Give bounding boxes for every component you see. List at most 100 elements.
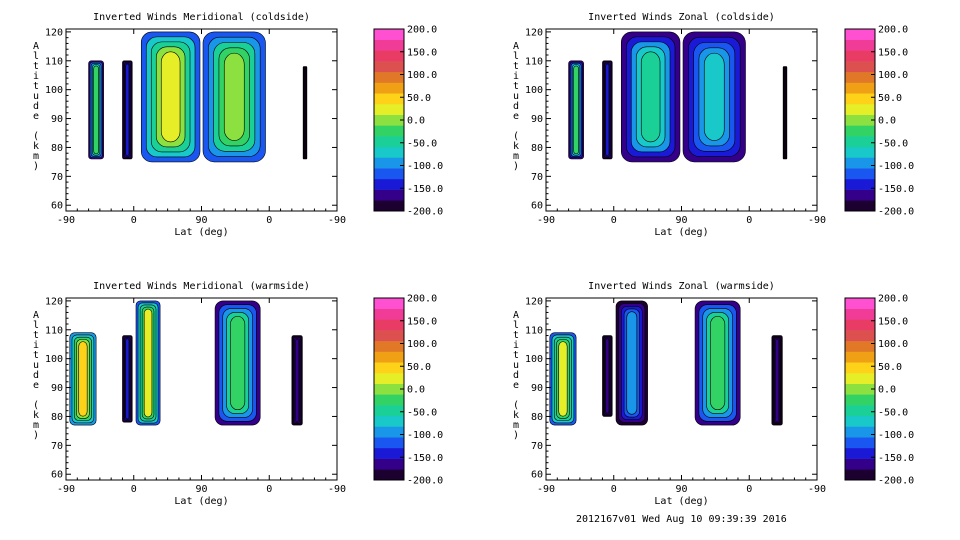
- colorbar-tick-label: 200.0: [878, 25, 908, 36]
- colorbar-swatch: [374, 39, 404, 51]
- colorbar-tick-label: 150.0: [878, 47, 908, 58]
- colorbar-swatch: [374, 405, 404, 417]
- colorbar-swatch: [374, 136, 404, 148]
- colorbar-tick-label: 50.0: [407, 362, 431, 373]
- x-tick-label: -90: [808, 484, 826, 495]
- colorbar-swatch: [845, 146, 875, 158]
- y-tick-label: 60: [531, 201, 543, 212]
- colorbar-swatch: [374, 308, 404, 320]
- colorbar-tick-label: 150.0: [407, 47, 437, 58]
- colorbar-swatch: [374, 61, 404, 73]
- x-axis-label: Lat (deg): [654, 496, 708, 507]
- colorbar-swatch: [845, 178, 875, 190]
- colorbar: 200.0 150.0 100.0 50.0 0.0 -50.0 -100.0 -150.0 -…: [844, 294, 914, 487]
- colorbar-swatch: [374, 189, 404, 201]
- y-tick-label: 120: [525, 27, 543, 38]
- colorbar-tick-label: -200.0: [878, 207, 914, 218]
- colorbar-swatch: [845, 189, 875, 201]
- x-tick-label: -90: [328, 484, 346, 495]
- colorbar-swatch: [845, 29, 875, 41]
- y-tick-label: 110: [45, 56, 63, 67]
- colorbar-swatch: [374, 125, 404, 137]
- colorbar-swatch: [374, 372, 404, 384]
- y-tick-label: 100: [525, 85, 543, 96]
- data-region-ring: [304, 67, 306, 159]
- chart-title: Inverted Winds Zonal (coldside): [588, 12, 775, 23]
- data-region-ring: [640, 51, 661, 143]
- colorbar-swatch: [374, 146, 404, 158]
- y-tick-label: 90: [531, 383, 543, 394]
- y-tick-label: 90: [531, 114, 543, 125]
- colorbar-swatch: [845, 340, 875, 352]
- colorbar-swatch: [374, 426, 404, 438]
- y-tick-label: 60: [51, 201, 63, 212]
- colorbar-tick-label: 100.0: [878, 70, 908, 81]
- x-tick-label: 90: [195, 215, 207, 226]
- x-tick-label: 90: [675, 215, 687, 226]
- colorbar-tick-label: 100.0: [407, 70, 437, 81]
- data-region-2: [135, 300, 161, 426]
- colorbar-swatch: [374, 93, 404, 105]
- x-tick-label: -90: [57, 484, 75, 495]
- x-tick-label: -90: [328, 215, 346, 226]
- chart-panel-0: Inverted Winds Meridional (coldside) -90 0…: [33, 12, 443, 238]
- colorbar-swatch: [845, 136, 875, 148]
- data-region-ring: [125, 63, 130, 156]
- data-region-1: [602, 60, 613, 160]
- x-tick-label: -90: [808, 215, 826, 226]
- colorbar-tick-label: -150.0: [407, 184, 443, 195]
- data-region-ring: [710, 315, 726, 411]
- colorbar-swatch: [845, 114, 875, 126]
- data-region-ring: [93, 65, 99, 155]
- colorbar-tick-label: 200.0: [407, 25, 437, 36]
- colorbar-swatch: [374, 103, 404, 115]
- colorbar-swatch: [374, 298, 404, 310]
- colorbar-tick-label: -50.0: [878, 407, 908, 418]
- x-tick-label: 0: [746, 484, 752, 495]
- data-region-ring: [703, 52, 725, 141]
- data-region-ring: [78, 341, 88, 417]
- colorbar-tick-label: -200.0: [878, 476, 914, 487]
- colorbar-swatch: [845, 308, 875, 320]
- colorbar-tick-label: 0.0: [878, 116, 896, 127]
- data-region-3: [214, 300, 261, 426]
- y-tick-label: 100: [45, 85, 63, 96]
- colorbar-tick-label: 100.0: [407, 339, 437, 350]
- colorbar-tick-label: 50.0: [878, 362, 902, 373]
- y-tick-label: 110: [525, 325, 543, 336]
- colorbar-tick-label: 0.0: [407, 116, 425, 127]
- colorbar-tick-label: -150.0: [878, 453, 914, 464]
- colorbar-tick-label: 50.0: [878, 93, 902, 104]
- data-region-ring: [223, 52, 245, 141]
- colorbar-swatch: [845, 362, 875, 374]
- colorbar-swatch: [845, 394, 875, 406]
- data-region-4: [302, 66, 308, 160]
- x-axis-label: Lat (deg): [174, 227, 228, 238]
- colorbar-swatch: [374, 415, 404, 427]
- colorbar-swatch: [374, 351, 404, 363]
- colorbar-swatch: [845, 383, 875, 395]
- data-region-4: [771, 335, 783, 426]
- colorbar-swatch: [374, 200, 404, 212]
- colorbar-swatch: [845, 437, 875, 449]
- data-region-0: [69, 332, 97, 426]
- x-axis-label: Lat (deg): [654, 227, 708, 238]
- y-tick-label: 100: [525, 354, 543, 365]
- colorbar-swatch: [374, 178, 404, 190]
- colorbar-tick-label: -100.0: [407, 161, 443, 172]
- data-region-1: [122, 60, 133, 160]
- y-tick-label: 60: [531, 470, 543, 481]
- data-region-ring: [125, 338, 130, 420]
- colorbar-tick-label: 150.0: [878, 316, 908, 327]
- x-tick-label: 0: [746, 215, 752, 226]
- data-region-4: [782, 66, 788, 160]
- y-tick-label: 80: [531, 412, 543, 423]
- y-tick-label: 80: [51, 143, 63, 154]
- chart-title: Inverted Winds Meridional (warmside): [93, 281, 310, 292]
- data-region-4: [291, 335, 303, 426]
- y-tick-label: 90: [51, 114, 63, 125]
- x-tick-label: 90: [195, 484, 207, 495]
- x-tick-label: -90: [537, 484, 555, 495]
